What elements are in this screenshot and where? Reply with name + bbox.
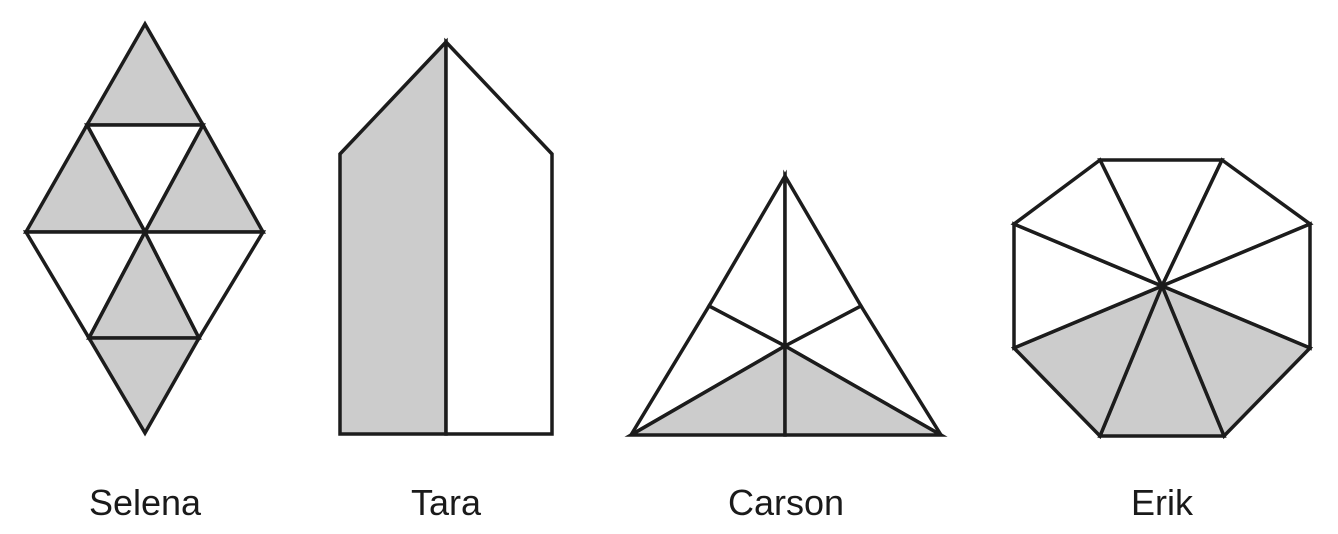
label-erik: Erik xyxy=(1131,482,1193,523)
figure-carson xyxy=(624,169,948,437)
label-carson: Carson xyxy=(727,482,845,523)
tara-piece-left xyxy=(338,37,448,436)
selena-piece-7 xyxy=(142,230,267,342)
label-tara: Tara xyxy=(410,482,482,523)
selena-piece-1 xyxy=(83,20,207,127)
figure-tara xyxy=(338,37,554,436)
selena-piece-8 xyxy=(85,336,203,437)
label-selena: Selena xyxy=(88,482,202,523)
erik-piece-8 xyxy=(1010,157,1166,290)
figure-erik xyxy=(1010,157,1314,440)
carson-piece-6 xyxy=(783,342,948,437)
tara-piece-right xyxy=(444,37,554,436)
figure-selena xyxy=(22,20,267,437)
